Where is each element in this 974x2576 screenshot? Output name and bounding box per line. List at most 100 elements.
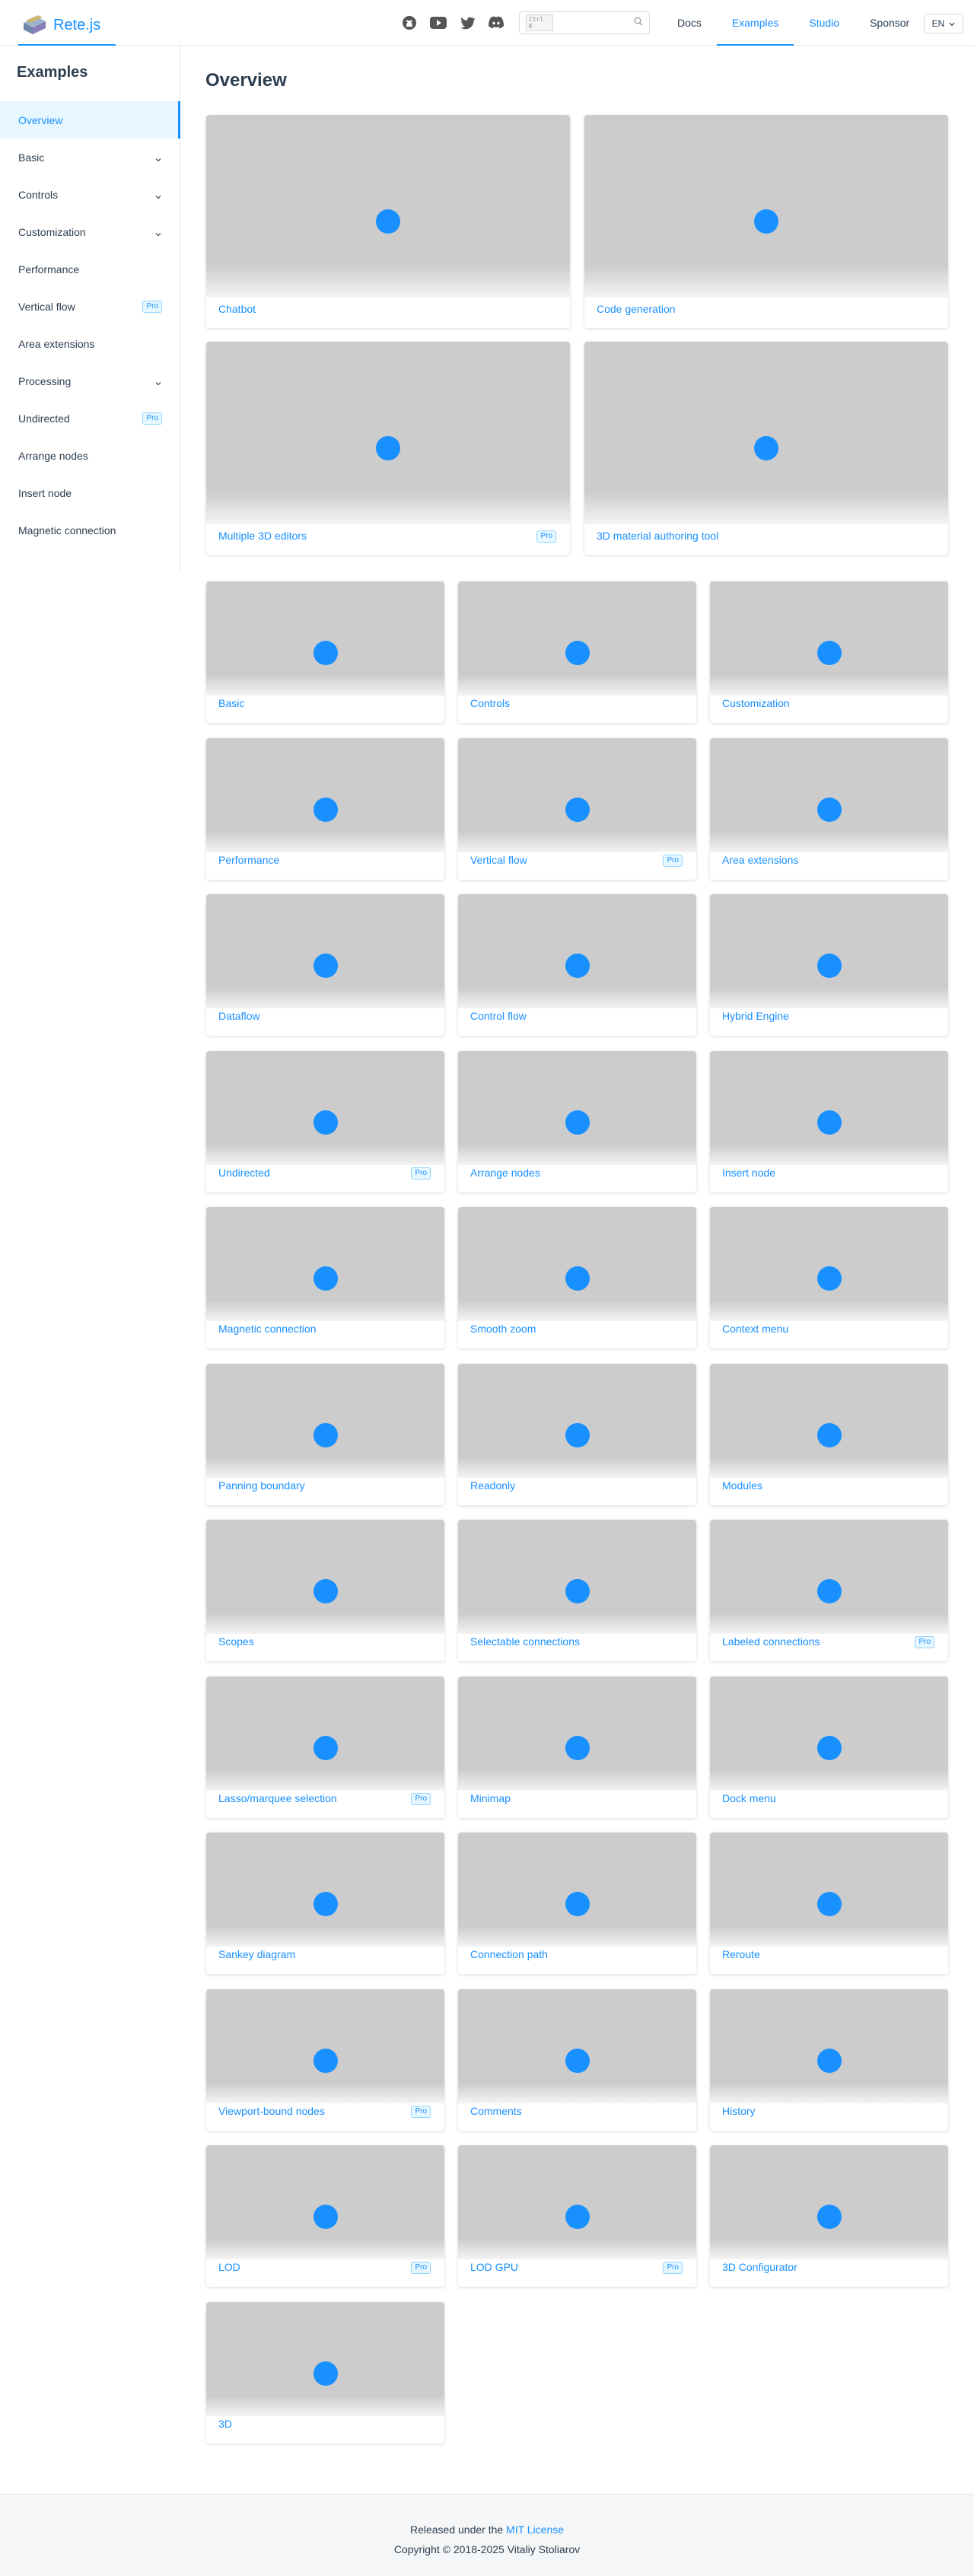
example-card-selectable-connections[interactable]: Selectable connections [458,1520,696,1661]
example-card-customization[interactable]: Customization [710,581,948,723]
example-card-3d[interactable]: 3D [206,2301,444,2444]
card-thumbnail [458,894,696,1008]
example-card-panning-boundary[interactable]: Panning boundary [206,1363,444,1505]
search-box[interactable]: Ctrl K [519,11,650,34]
example-card-minimap[interactable]: Minimap [458,1676,696,1818]
card-title: LOD [218,2261,240,2273]
sidebar-item-vertical-flow[interactable]: Vertical flow Pro [0,288,180,325]
sidebar-item-customization[interactable]: Customization [0,213,180,250]
example-card-lod[interactable]: LOD Pro [206,2145,444,2287]
sidebar-item-label: Magnetic connection [18,524,116,537]
example-card-3d-configurator[interactable]: 3D Configurator [710,2145,948,2287]
example-card-lod-gpu[interactable]: LOD GPU Pro [458,2145,696,2287]
sidebar-item-arrange-nodes[interactable]: Arrange nodes [0,437,180,474]
sidebar-item-label: Vertical flow [18,300,75,313]
sidebar-item-performance[interactable]: Performance [0,250,180,288]
sidebar-item-label: Overview [18,113,63,126]
loading-dot-icon [565,1266,590,1291]
example-card-chatbot[interactable]: Chatbot [206,115,570,328]
card-thumbnail [458,1050,696,1165]
loading-dot-icon [816,1422,842,1447]
card-title: Minimap [470,1791,511,1804]
rete-logo-icon [21,14,47,37]
card-title: Area extensions [722,853,799,866]
nav-sponsor[interactable]: Sponsor [870,17,910,29]
sidebar-item-area-extensions[interactable]: Area extensions [0,325,180,362]
sidebar-item-basic[interactable]: Basic [0,139,180,176]
example-card-3d-material-authoring-tool[interactable]: 3D material authoring tool [584,342,948,555]
example-card-magnetic-connection[interactable]: Magnetic connection [206,1207,444,1348]
sidebar-item-processing[interactable]: Processing [0,362,180,400]
card-thumbnail [206,894,444,1008]
card-title: Scopes [218,1635,254,1648]
mit-license-link[interactable]: MIT License [506,2523,565,2536]
nav-studio[interactable]: Studio [809,17,840,29]
chevron-down-icon [154,191,162,199]
discord-icon[interactable] [487,14,505,32]
youtube-icon[interactable] [429,14,447,32]
example-card-modules[interactable]: Modules [710,1363,948,1505]
sidebar-item-overview[interactable]: Overview [0,101,180,139]
example-card-controls[interactable]: Controls [458,581,696,723]
sidebar-item-controls[interactable]: Controls [0,176,180,213]
example-card-hybrid-engine[interactable]: Hybrid Engine [710,894,948,1036]
example-card-connection-path[interactable]: Connection path [458,1832,696,1974]
card-thumbnail [458,1989,696,2103]
example-card-dock-menu[interactable]: Dock menu [710,1676,948,1818]
nav-docs[interactable]: Docs [677,17,702,29]
example-card-performance[interactable]: Performance [206,737,444,880]
card-thumbnail [710,1050,948,1165]
example-card-code-generation[interactable]: Code generation [584,115,948,328]
logo[interactable]: Rete.js [18,6,116,46]
card-title: Customization [722,697,790,709]
search-icon[interactable] [634,16,643,30]
example-card-basic[interactable]: Basic [206,581,444,723]
language-value: EN [931,18,945,29]
example-card-control-flow[interactable]: Control flow [458,894,696,1036]
example-card-multiple-3d-editors[interactable]: Multiple 3D editors Pro [206,342,570,555]
card-title: Code generation [597,303,676,315]
example-card-scopes[interactable]: Scopes [206,1520,444,1661]
sidebar-item-magnetic-connection[interactable]: Magnetic connection [0,511,180,549]
github-icon[interactable] [400,14,419,32]
example-card-undirected[interactable]: Undirected Pro [206,1050,444,1192]
example-card-lasso-marquee-selection[interactable]: Lasso/marquee selection Pro [206,1676,444,1818]
card-title: Arrange nodes [470,1166,540,1179]
card-thumbnail [458,1363,696,1478]
example-card-insert-node[interactable]: Insert node [710,1050,948,1192]
example-card-arrange-nodes[interactable]: Arrange nodes [458,1050,696,1192]
example-card-sankey-diagram[interactable]: Sankey diagram [206,1832,444,1974]
card-title: 3D material authoring tool [597,530,719,542]
card-title: Performance [218,853,280,866]
loading-dot-icon [376,209,400,234]
loading-dot-icon [313,1110,338,1135]
card-title: Readonly [470,1479,516,1492]
loading-dot-icon [816,1110,842,1135]
example-card-history[interactable]: History [710,1989,948,2131]
card-thumbnail [206,737,444,852]
example-card-reroute[interactable]: Reroute [710,1832,948,1974]
example-card-vertical-flow[interactable]: Vertical flow Pro [458,737,696,880]
sidebar-item-label: Arrange nodes [18,449,88,462]
nav-examples[interactable]: Examples [716,0,794,46]
example-card-readonly[interactable]: Readonly [458,1363,696,1505]
card-thumbnail [710,1676,948,1791]
example-card-labeled-connections[interactable]: Labeled connections Pro [710,1520,948,1661]
language-select[interactable]: EN [924,14,963,33]
loading-dot-icon [565,1422,590,1447]
loading-dot-icon [313,2048,338,2073]
loading-dot-icon [565,1892,590,1916]
example-card-area-extensions[interactable]: Area extensions [710,737,948,880]
example-card-smooth-zoom[interactable]: Smooth zoom [458,1207,696,1348]
pro-badge: Pro [536,530,556,543]
search-input[interactable] [558,18,634,27]
card-title: Vertical flow [470,853,527,866]
example-card-context-menu[interactable]: Context menu [710,1207,948,1348]
example-card-viewport-bound-nodes[interactable]: Viewport-bound nodes Pro [206,1989,444,2131]
sidebar-item-insert-node[interactable]: Insert node [0,474,180,511]
sidebar-item-undirected[interactable]: Undirected Pro [0,400,180,437]
example-card-comments[interactable]: Comments [458,1989,696,2131]
twitter-icon[interactable] [458,14,476,32]
example-card-dataflow[interactable]: Dataflow [206,894,444,1036]
card-title: Dock menu [722,1791,776,1804]
